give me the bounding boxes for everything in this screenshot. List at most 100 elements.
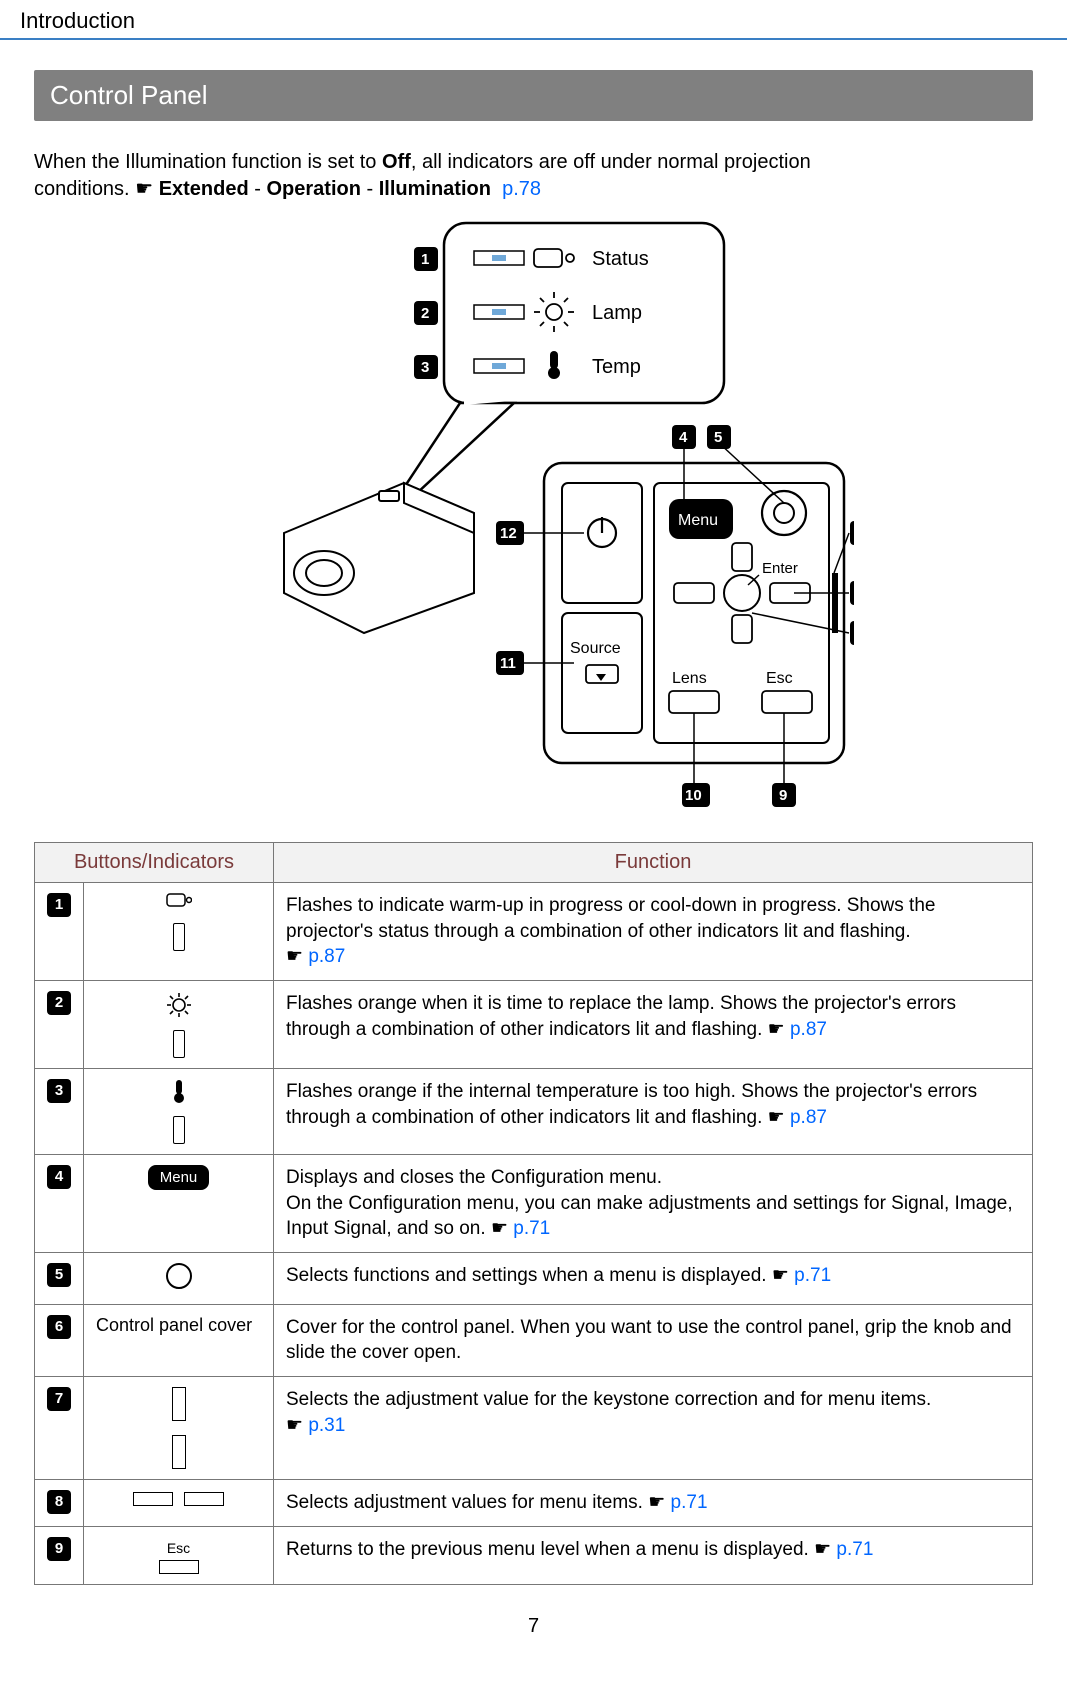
page-ref-link[interactable]: p.71 <box>794 1265 831 1286</box>
svg-text:9: 9 <box>779 787 787 804</box>
header-title: Introduction <box>20 8 135 33</box>
row-icon <box>84 1377 274 1480</box>
row-icon <box>84 1480 274 1527</box>
row-function: Returns to the previous menu level when … <box>274 1526 1033 1584</box>
row-function: Displays and closes the Configuration me… <box>274 1154 1033 1252</box>
page-ref-link[interactable]: p.87 <box>308 946 345 967</box>
diagram-container: Status Lamp Temp <box>34 213 1033 818</box>
pointer-icon: ☛ <box>286 946 303 967</box>
svg-text:5: 5 <box>714 429 722 446</box>
row-function: Selects adjustment values for menu items… <box>274 1480 1033 1527</box>
row-function: Cover for the control panel. When you wa… <box>274 1304 1033 1376</box>
page-number: 7 <box>0 1585 1067 1658</box>
intro-illumination: Illumination <box>379 178 491 200</box>
page-ref-link[interactable]: p.31 <box>308 1415 345 1436</box>
svg-text:1: 1 <box>421 251 429 268</box>
intro-extended: Extended <box>159 178 249 200</box>
down-button-icon <box>172 1435 186 1469</box>
svg-text:2: 2 <box>421 305 429 322</box>
page-ref-link[interactable]: p.71 <box>671 1492 708 1513</box>
intro-paragraph: When the Illumination function is set to… <box>34 149 1033 203</box>
left-button-icon <box>133 1492 173 1506</box>
pointer-icon: ☛ <box>768 1019 785 1040</box>
up-button-icon <box>172 1387 186 1421</box>
right-button-icon <box>184 1492 224 1506</box>
diagram-enter-label: Enter <box>762 560 798 577</box>
row-icon <box>84 883 274 981</box>
row-icon: Esc <box>84 1526 274 1584</box>
row-num: 6 <box>47 1315 71 1339</box>
pointer-icon: ☛ <box>768 1107 785 1128</box>
row-icon: Menu <box>84 1154 274 1252</box>
row-num: 2 <box>47 991 71 1015</box>
esc-label: Esc <box>167 1540 190 1556</box>
page-ref-link[interactable]: p.87 <box>790 1107 827 1128</box>
row-icon <box>84 1252 274 1304</box>
th-function: Function <box>274 843 1033 883</box>
esc-button-icon <box>159 1560 199 1574</box>
row-num: 7 <box>47 1387 71 1411</box>
diagram-menu-label: Menu <box>678 512 718 529</box>
table-row: 3 Flashes orange if the internal tempera… <box>35 1068 1033 1154</box>
th-buttons: Buttons/Indicators <box>35 843 274 883</box>
intro-dash1: - <box>249 178 267 200</box>
selector-ring-icon <box>166 1263 192 1289</box>
row-function: Flashes orange if the internal temperatu… <box>274 1068 1033 1154</box>
diagram-temp-label: Temp <box>592 356 641 378</box>
indicator-icon <box>173 1116 185 1144</box>
diagram-lens-label: Lens <box>672 670 707 687</box>
table-row: 6 Control panel cover Cover for the cont… <box>35 1304 1033 1376</box>
pointer-icon: ☛ <box>648 1492 665 1513</box>
projector-icon <box>166 893 192 917</box>
svg-text:10: 10 <box>685 787 702 804</box>
svg-text:3: 3 <box>421 359 429 376</box>
page-ref-link[interactable]: p.71 <box>513 1218 550 1239</box>
section-title: Control Panel <box>50 80 208 110</box>
row-function: Selects functions and settings when a me… <box>274 1252 1033 1304</box>
table-row: 1 Flashes to indicate warm-up in progres… <box>35 883 1033 981</box>
intro-page-ref-link[interactable]: p.78 <box>502 178 541 200</box>
row-icon <box>84 980 274 1068</box>
function-table: Buttons/Indicators Function 1 Flashes to <box>34 842 1033 1585</box>
pointer-icon: ☛ <box>286 1415 303 1436</box>
page-ref-link[interactable]: p.87 <box>790 1019 827 1040</box>
row-num: 4 <box>47 1165 71 1189</box>
indicator-icon <box>173 1030 185 1058</box>
lamp-icon <box>165 991 193 1024</box>
diagram-lamp-label: Lamp <box>592 302 642 324</box>
row-function: Flashes orange when it is time to replac… <box>274 980 1033 1068</box>
table-row: 5 Selects functions and settings when a … <box>35 1252 1033 1304</box>
row-function: Selects the adjustment value for the key… <box>274 1377 1033 1480</box>
table-row: 2 Flashes orange when it is time to repl… <box>35 980 1033 1068</box>
intro-text-c: conditions. <box>34 178 130 200</box>
diagram-source-label: Source <box>570 640 621 657</box>
control-panel-diagram: Status Lamp Temp <box>214 213 854 813</box>
content-area: Control Panel When the Illumination func… <box>0 70 1067 1585</box>
row-num: 8 <box>47 1490 71 1514</box>
pointer-icon: ☛ <box>491 1218 508 1239</box>
row-num: 5 <box>47 1263 71 1287</box>
section-title-bar: Control Panel <box>34 70 1033 121</box>
svg-text:11: 11 <box>500 655 516 672</box>
pointer-icon: ☛ <box>772 1265 789 1286</box>
table-row: 8 Selects adjustment values for menu ite… <box>35 1480 1033 1527</box>
table-row: 7 Selects the adjustment value for the k… <box>35 1377 1033 1480</box>
pointer-icon: ☛ <box>814 1539 831 1560</box>
intro-dash2: - <box>361 178 379 200</box>
table-row: 9 Esc Returns to the previous menu level… <box>35 1526 1033 1584</box>
row-num: 1 <box>47 893 71 917</box>
page-header: Introduction <box>0 0 1067 38</box>
row-num: 9 <box>47 1537 71 1561</box>
page-ref-link[interactable]: p.71 <box>836 1539 873 1560</box>
row-icon: Control panel cover <box>84 1304 274 1376</box>
diagram-esc-label: Esc <box>766 670 793 687</box>
row-function: Flashes to indicate warm-up in progress … <box>274 883 1033 981</box>
svg-text:12: 12 <box>500 525 517 542</box>
row-num: 3 <box>47 1079 71 1103</box>
header-rule <box>0 38 1067 40</box>
diagram-status-label: Status <box>592 248 649 270</box>
row-icon <box>84 1068 274 1154</box>
indicator-icon <box>173 923 185 951</box>
menu-button-icon: Menu <box>148 1165 210 1190</box>
temp-icon <box>171 1079 187 1110</box>
